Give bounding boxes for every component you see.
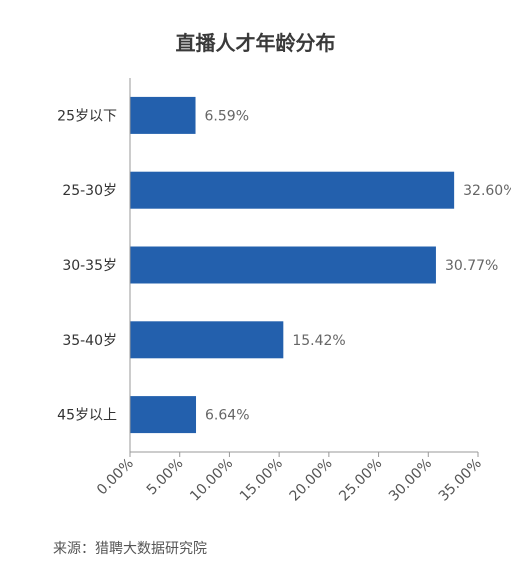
- x-tick-label: 15.00%: [237, 456, 286, 505]
- bar: [130, 246, 436, 284]
- category-labels: 25岁以下 25-30岁 30-35岁 35-40岁 45岁以上: [57, 108, 117, 423]
- axes: [129, 78, 479, 457]
- bar: [130, 321, 284, 359]
- chart-title: 直播人才年龄分布: [175, 31, 336, 55]
- value-label: 6.64%: [205, 408, 249, 424]
- category-label: 25-30岁: [62, 183, 117, 199]
- x-tick-label: 0.00%: [94, 456, 137, 499]
- bar: [130, 171, 455, 209]
- x-tick-label: 30.00%: [386, 456, 435, 505]
- value-label: 15.42%: [292, 333, 345, 349]
- x-tick-label: 25.00%: [336, 456, 385, 505]
- x-tick-label: 35.00%: [436, 456, 485, 505]
- x-tick-label: 10.00%: [187, 456, 236, 505]
- bar: [130, 96, 196, 134]
- x-tick-label: 5.00%: [144, 456, 187, 499]
- bar: [130, 396, 197, 434]
- bars-group: [130, 96, 455, 434]
- category-label: 25岁以下: [57, 108, 117, 124]
- category-label: 45岁以上: [57, 408, 117, 424]
- value-labels: 6.59% 32.60% 30.77% 15.42% 6.64%: [205, 108, 511, 423]
- x-tick-labels: 0.00% 5.00% 10.00% 15.00% 20.00% 25.00% 30.00%…: [94, 456, 485, 505]
- x-tick-label: 20.00%: [287, 456, 336, 505]
- category-label: 35-40岁: [62, 333, 117, 349]
- value-label: 30.77%: [445, 258, 498, 274]
- value-label: 32.60%: [463, 183, 511, 199]
- value-label: 6.59%: [205, 108, 249, 124]
- category-label: 30-35岁: [62, 258, 117, 274]
- source-note: 来源：猎聘大数据研究院: [53, 541, 207, 557]
- bar-chart: 25岁以下 25-30岁 30-35岁 35-40岁 45岁以上 6.59% 32.60%…: [57, 78, 511, 505]
